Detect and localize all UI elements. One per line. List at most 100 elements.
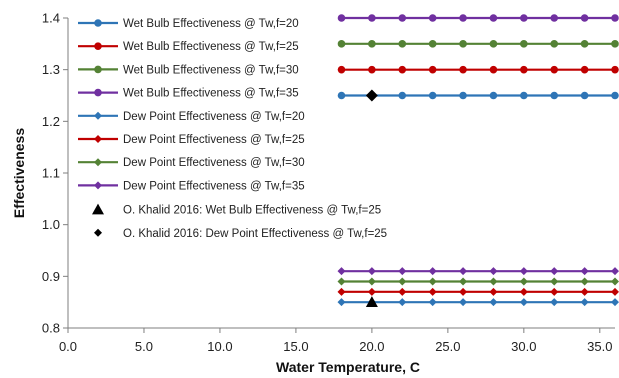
- y-tick-label: 1.4: [42, 11, 60, 26]
- legend-swatch-marker: [94, 228, 102, 237]
- y-tick-label: 0.9: [42, 269, 60, 284]
- data-point: [580, 40, 589, 48]
- data-point: [550, 14, 559, 22]
- data-point: [489, 298, 498, 307]
- data-point: [550, 267, 559, 276]
- legend-label: Dew Point Effectiveness @ Tw,f=20: [123, 111, 305, 123]
- y-tick-label: 1.2: [42, 114, 60, 129]
- data-point: [337, 298, 346, 307]
- x-tick-label: 20.0: [359, 339, 384, 354]
- data-point: [368, 14, 376, 22]
- legend-label: Wet Bulb Effectiveness @ Tw,f=20: [123, 18, 299, 30]
- data-point: [520, 65, 528, 74]
- x-tick-label: 35.0: [587, 339, 612, 354]
- legend-label: Dew Point Effectiveness @ Tw,f=25: [123, 134, 305, 146]
- data-point: [428, 298, 437, 307]
- data-point: [580, 91, 589, 100]
- data-point: [550, 298, 559, 307]
- data-point: [580, 277, 589, 286]
- y-tick-label: 1.3: [42, 62, 60, 77]
- data-point: [398, 267, 407, 276]
- legend-entry-ref-2: O. Khalid 2016: Dew Point Effectiveness …: [94, 228, 387, 240]
- data-point: [611, 40, 619, 48]
- data-point: [519, 287, 528, 296]
- data-point: [398, 40, 407, 48]
- data-point: [580, 287, 589, 296]
- plot-area: [337, 14, 619, 307]
- data-point: [489, 65, 498, 74]
- legend-label: Wet Bulb Effectiveness @ Tw,f=25: [123, 41, 299, 53]
- data-point: [550, 40, 559, 48]
- data-point: [550, 65, 559, 74]
- data-point: [611, 14, 619, 22]
- data-point: [337, 91, 346, 100]
- legend-entry-4: Wet Bulb Effectiveness @ Tw,f=35: [78, 88, 299, 100]
- data-point: [519, 267, 528, 276]
- data-point: [459, 287, 468, 296]
- legend-entry-6: Dew Point Effectiveness @ Tw,f=25: [78, 134, 305, 146]
- legend-swatch-marker: [94, 88, 102, 97]
- data-point: [337, 65, 346, 74]
- data-point: [367, 267, 376, 276]
- data-point: [489, 14, 498, 22]
- data-point: [337, 267, 346, 276]
- data-point: [489, 287, 498, 296]
- data-point: [398, 298, 407, 307]
- data-point: [520, 40, 528, 48]
- data-point: [428, 65, 437, 74]
- data-point: [337, 277, 346, 286]
- legend-swatch-marker: [94, 111, 102, 120]
- legend-label: O. Khalid 2016: Wet Bulb Effectiveness @…: [123, 205, 381, 217]
- data-point: [398, 277, 407, 286]
- data-point: [611, 287, 619, 296]
- data-point: [489, 277, 498, 286]
- x-tick-label: 30.0: [511, 339, 536, 354]
- reference-point-2: [365, 89, 378, 102]
- data-point: [368, 65, 376, 74]
- legend-swatch-marker: [94, 42, 102, 50]
- data-point: [611, 91, 619, 100]
- reference-point-1: [365, 296, 378, 307]
- data-point: [489, 91, 498, 100]
- x-tick-label: 25.0: [435, 339, 460, 354]
- data-point: [337, 40, 346, 48]
- legend-entry-7: Dew Point Effectiveness @ Tw,f=30: [78, 157, 305, 169]
- data-point: [337, 287, 346, 296]
- data-point: [580, 267, 589, 276]
- data-point: [550, 91, 559, 100]
- legend-label: Wet Bulb Effectiveness @ Tw,f=30: [123, 64, 299, 76]
- legend-swatch-marker: [94, 135, 102, 143]
- legend-entry-2: Wet Bulb Effectiveness @ Tw,f=25: [78, 41, 299, 53]
- data-point: [367, 277, 376, 286]
- data-point: [337, 14, 346, 22]
- data-point: [580, 14, 589, 22]
- data-point: [459, 267, 468, 276]
- legend-entry-3: Wet Bulb Effectiveness @ Tw,f=30: [78, 64, 299, 76]
- y-tick-label: 1.1: [42, 166, 60, 181]
- data-point: [611, 65, 619, 74]
- legend-entry-8: Dew Point Effectiveness @ Tw,f=35: [78, 180, 305, 192]
- data-point: [428, 40, 437, 48]
- legend-swatch-marker: [94, 181, 102, 190]
- legend-swatch-marker: [94, 65, 102, 74]
- data-point: [520, 91, 528, 100]
- data-point: [428, 287, 437, 296]
- legend-label: Dew Point Effectiveness @ Tw,f=35: [123, 180, 305, 192]
- series-7: [337, 277, 619, 286]
- data-point: [459, 40, 467, 48]
- data-point: [428, 277, 437, 286]
- legend-label: Wet Bulb Effectiveness @ Tw,f=35: [123, 88, 299, 100]
- y-tick-label: 0.8: [42, 321, 60, 336]
- data-point: [611, 277, 619, 286]
- data-point: [550, 277, 559, 286]
- series-1: [337, 91, 619, 100]
- data-point: [398, 287, 407, 296]
- data-point: [519, 277, 528, 286]
- data-point: [489, 40, 498, 48]
- data-point: [520, 14, 528, 22]
- legend-swatch-marker: [94, 158, 102, 167]
- data-point: [459, 91, 467, 100]
- data-point: [459, 65, 467, 74]
- series-3: [337, 40, 619, 48]
